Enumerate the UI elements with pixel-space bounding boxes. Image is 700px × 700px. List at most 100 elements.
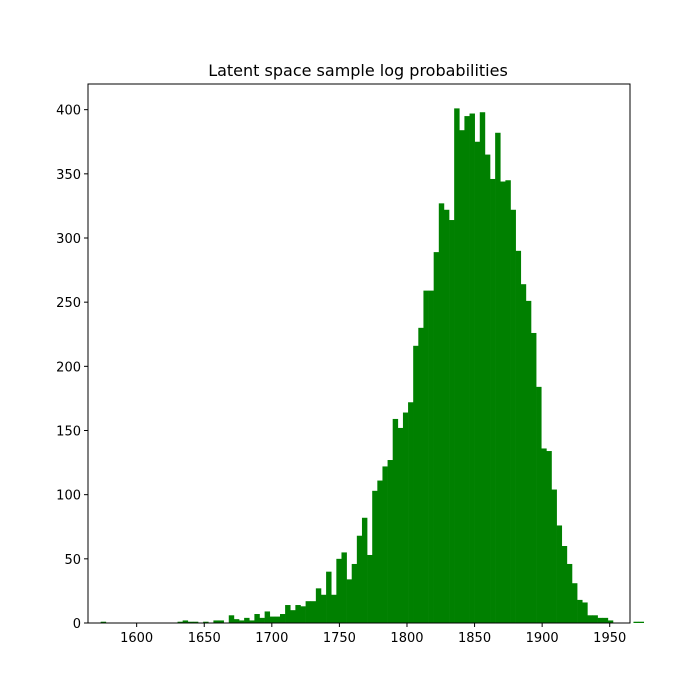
histogram-bar bbox=[218, 620, 224, 623]
histogram-bar bbox=[213, 620, 219, 623]
histogram-bar bbox=[279, 614, 286, 623]
x-tick-label: 1850 bbox=[458, 631, 491, 646]
histogram-bar bbox=[536, 386, 542, 623]
y-tick-label: 50 bbox=[64, 553, 81, 568]
histogram-bar bbox=[571, 583, 578, 623]
y-axis-ticks: 0 50 100 150 200 250 300 350 400 bbox=[56, 104, 88, 632]
histogram-bar bbox=[305, 601, 312, 623]
histogram-bar bbox=[479, 112, 486, 623]
histogram-bar bbox=[295, 605, 301, 623]
histogram-bar bbox=[597, 617, 604, 623]
histogram-bar bbox=[449, 220, 455, 624]
histogram-bar bbox=[274, 616, 281, 623]
y-tick-label: 300 bbox=[56, 232, 81, 247]
histogram-bar bbox=[484, 154, 491, 624]
histogram-bar bbox=[392, 418, 399, 623]
x-tick-label: 1750 bbox=[323, 631, 356, 646]
histogram-bar bbox=[454, 108, 460, 624]
histogram-bar bbox=[505, 180, 511, 623]
histogram-bar bbox=[346, 579, 353, 623]
histogram-bar bbox=[336, 558, 342, 623]
histogram-bar bbox=[341, 552, 347, 623]
histogram-bar bbox=[546, 451, 552, 623]
histogram-bar bbox=[382, 466, 388, 623]
histogram-bar bbox=[182, 620, 189, 623]
histogram-bar bbox=[469, 113, 475, 624]
histogram-bar bbox=[607, 620, 614, 623]
histogram-bar bbox=[285, 605, 291, 623]
y-tick-label: 100 bbox=[56, 489, 81, 504]
histogram-bar bbox=[433, 252, 440, 623]
histogram-bar bbox=[490, 178, 496, 623]
x-axis-ticks: 1600 1650 1700 1750 1800 1850 1900 1950 bbox=[120, 623, 626, 646]
histogram-bar bbox=[310, 601, 317, 623]
histogram-bar bbox=[228, 615, 235, 623]
histogram-bar bbox=[531, 332, 537, 623]
histogram-bar bbox=[566, 563, 573, 623]
histogram-bar bbox=[367, 554, 373, 623]
histogram-bar bbox=[320, 594, 327, 623]
histogram-bar bbox=[326, 571, 332, 623]
histogram-bar bbox=[331, 594, 337, 623]
x-tick-label: 1950 bbox=[593, 631, 626, 646]
histogram-bar bbox=[474, 141, 481, 623]
histogram-bar bbox=[602, 617, 609, 623]
histogram-bar bbox=[264, 611, 271, 623]
histogram-bar bbox=[423, 290, 429, 623]
histogram-bar bbox=[259, 617, 265, 623]
histogram-bar bbox=[269, 616, 276, 623]
histogram-bar bbox=[100, 621, 107, 623]
x-tick-label: 1700 bbox=[255, 631, 288, 646]
histogram-bar bbox=[443, 209, 450, 623]
y-tick-label: 200 bbox=[56, 360, 81, 375]
histogram-bar bbox=[633, 621, 639, 623]
histogram-bar bbox=[500, 181, 506, 624]
y-tick-label: 150 bbox=[56, 425, 81, 440]
y-tick-label: 350 bbox=[56, 168, 81, 183]
histogram-bar bbox=[233, 619, 240, 623]
histogram-bar bbox=[551, 489, 557, 623]
histogram-bar bbox=[408, 402, 414, 623]
histogram-bar bbox=[387, 460, 393, 623]
histogram-bar bbox=[192, 621, 199, 623]
histogram-bar bbox=[300, 606, 306, 623]
histogram-bar bbox=[239, 620, 245, 623]
histogram-bar bbox=[351, 563, 358, 623]
y-tick-label: 400 bbox=[56, 104, 81, 119]
histogram-bar bbox=[402, 412, 409, 623]
histogram-bar bbox=[377, 480, 383, 623]
histogram-bar bbox=[541, 448, 547, 623]
x-tick-label: 1800 bbox=[390, 631, 423, 646]
histogram-bar bbox=[577, 599, 583, 623]
histogram-bar bbox=[464, 116, 470, 623]
histogram-bar bbox=[428, 290, 434, 623]
histogram-bar bbox=[525, 300, 532, 623]
histogram-bar bbox=[254, 614, 260, 623]
histogram-bar bbox=[361, 517, 368, 623]
histogram-bar bbox=[177, 621, 183, 623]
x-tick-label: 1900 bbox=[526, 631, 559, 646]
histogram-bar bbox=[187, 621, 194, 623]
y-tick-label: 250 bbox=[56, 296, 81, 311]
histogram-bar bbox=[397, 427, 404, 623]
histogram-bar bbox=[372, 490, 378, 623]
histogram-bar bbox=[587, 615, 593, 623]
histogram-bar bbox=[515, 250, 522, 624]
x-tick-label: 1600 bbox=[120, 631, 153, 646]
histogram-bar bbox=[510, 209, 516, 623]
histogram-bar bbox=[418, 327, 424, 623]
histogram-bar bbox=[495, 132, 501, 623]
x-tick-label: 1650 bbox=[188, 631, 221, 646]
histogram-bar bbox=[459, 130, 465, 623]
histogram-bar bbox=[582, 602, 588, 623]
histogram-bar bbox=[438, 203, 445, 623]
histogram-bar bbox=[561, 546, 568, 623]
histogram-bar bbox=[315, 588, 322, 623]
plot-frame bbox=[87, 83, 631, 624]
histogram-bar bbox=[249, 620, 255, 623]
histogram-bar bbox=[244, 617, 250, 623]
histogram-bar bbox=[592, 615, 598, 623]
histogram-bars bbox=[100, 108, 645, 624]
histogram-bar bbox=[556, 525, 563, 623]
